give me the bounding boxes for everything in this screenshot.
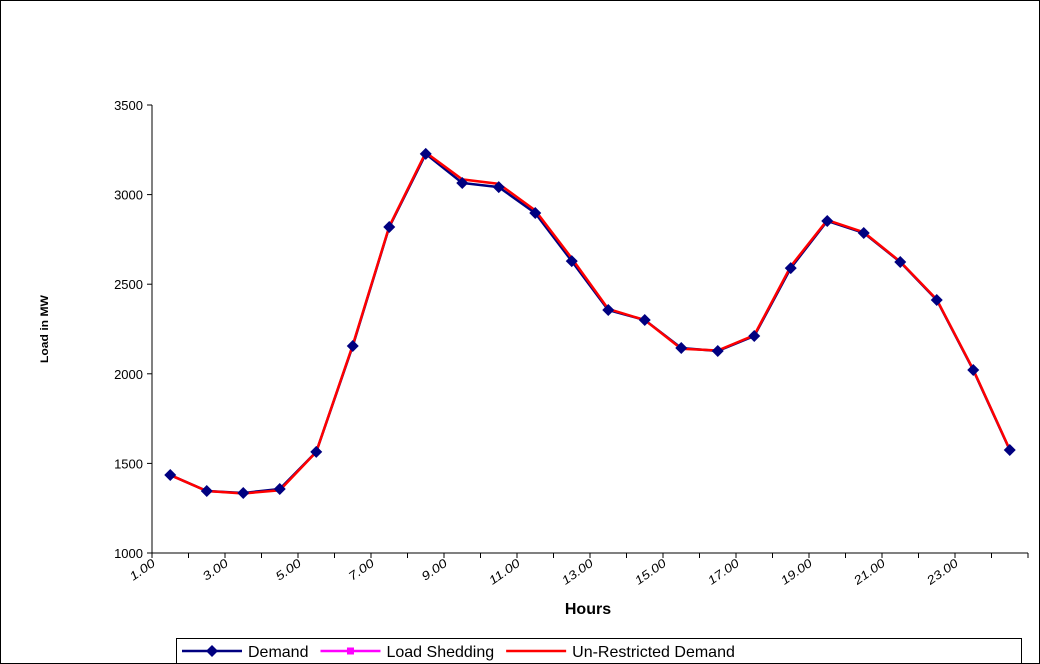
point	[1003, 443, 1016, 456]
point	[206, 645, 218, 657]
point	[529, 207, 542, 220]
point	[456, 176, 469, 189]
point	[857, 226, 870, 239]
point	[784, 262, 797, 275]
point	[748, 329, 761, 342]
point	[930, 293, 943, 306]
y-tick-label: 2000	[114, 367, 143, 382]
y-axis-title: Load in MW	[39, 294, 51, 363]
point	[346, 340, 359, 353]
legend-label: Load Shedding	[386, 644, 494, 661]
point	[310, 445, 323, 458]
point	[821, 214, 834, 227]
legend-label: Demand	[248, 644, 308, 661]
legend-box	[176, 638, 1022, 664]
point	[383, 221, 396, 234]
legend: Demand Load Shedding Un-Restricted Demand	[176, 638, 1022, 664]
point	[200, 484, 213, 497]
point	[492, 181, 505, 194]
y-tick-label: 3000	[114, 188, 143, 203]
point	[565, 255, 578, 268]
point	[273, 483, 286, 496]
y-tick-label: 1000	[114, 546, 143, 561]
legend-label: Un-Restricted Demand	[572, 644, 735, 661]
point	[237, 486, 250, 499]
y-tick-label: 1500	[114, 456, 143, 471]
y-tick-label: 3500	[114, 98, 143, 113]
point	[894, 255, 907, 268]
point	[419, 147, 432, 160]
point	[711, 345, 724, 358]
point	[967, 364, 980, 377]
point	[346, 647, 354, 655]
point	[638, 314, 651, 327]
point	[602, 304, 615, 317]
x-axis-title: Hours	[565, 601, 611, 618]
point	[675, 341, 688, 354]
point	[164, 469, 177, 482]
y-tick-label: 2500	[114, 277, 143, 292]
series-line	[169, 150, 1011, 495]
